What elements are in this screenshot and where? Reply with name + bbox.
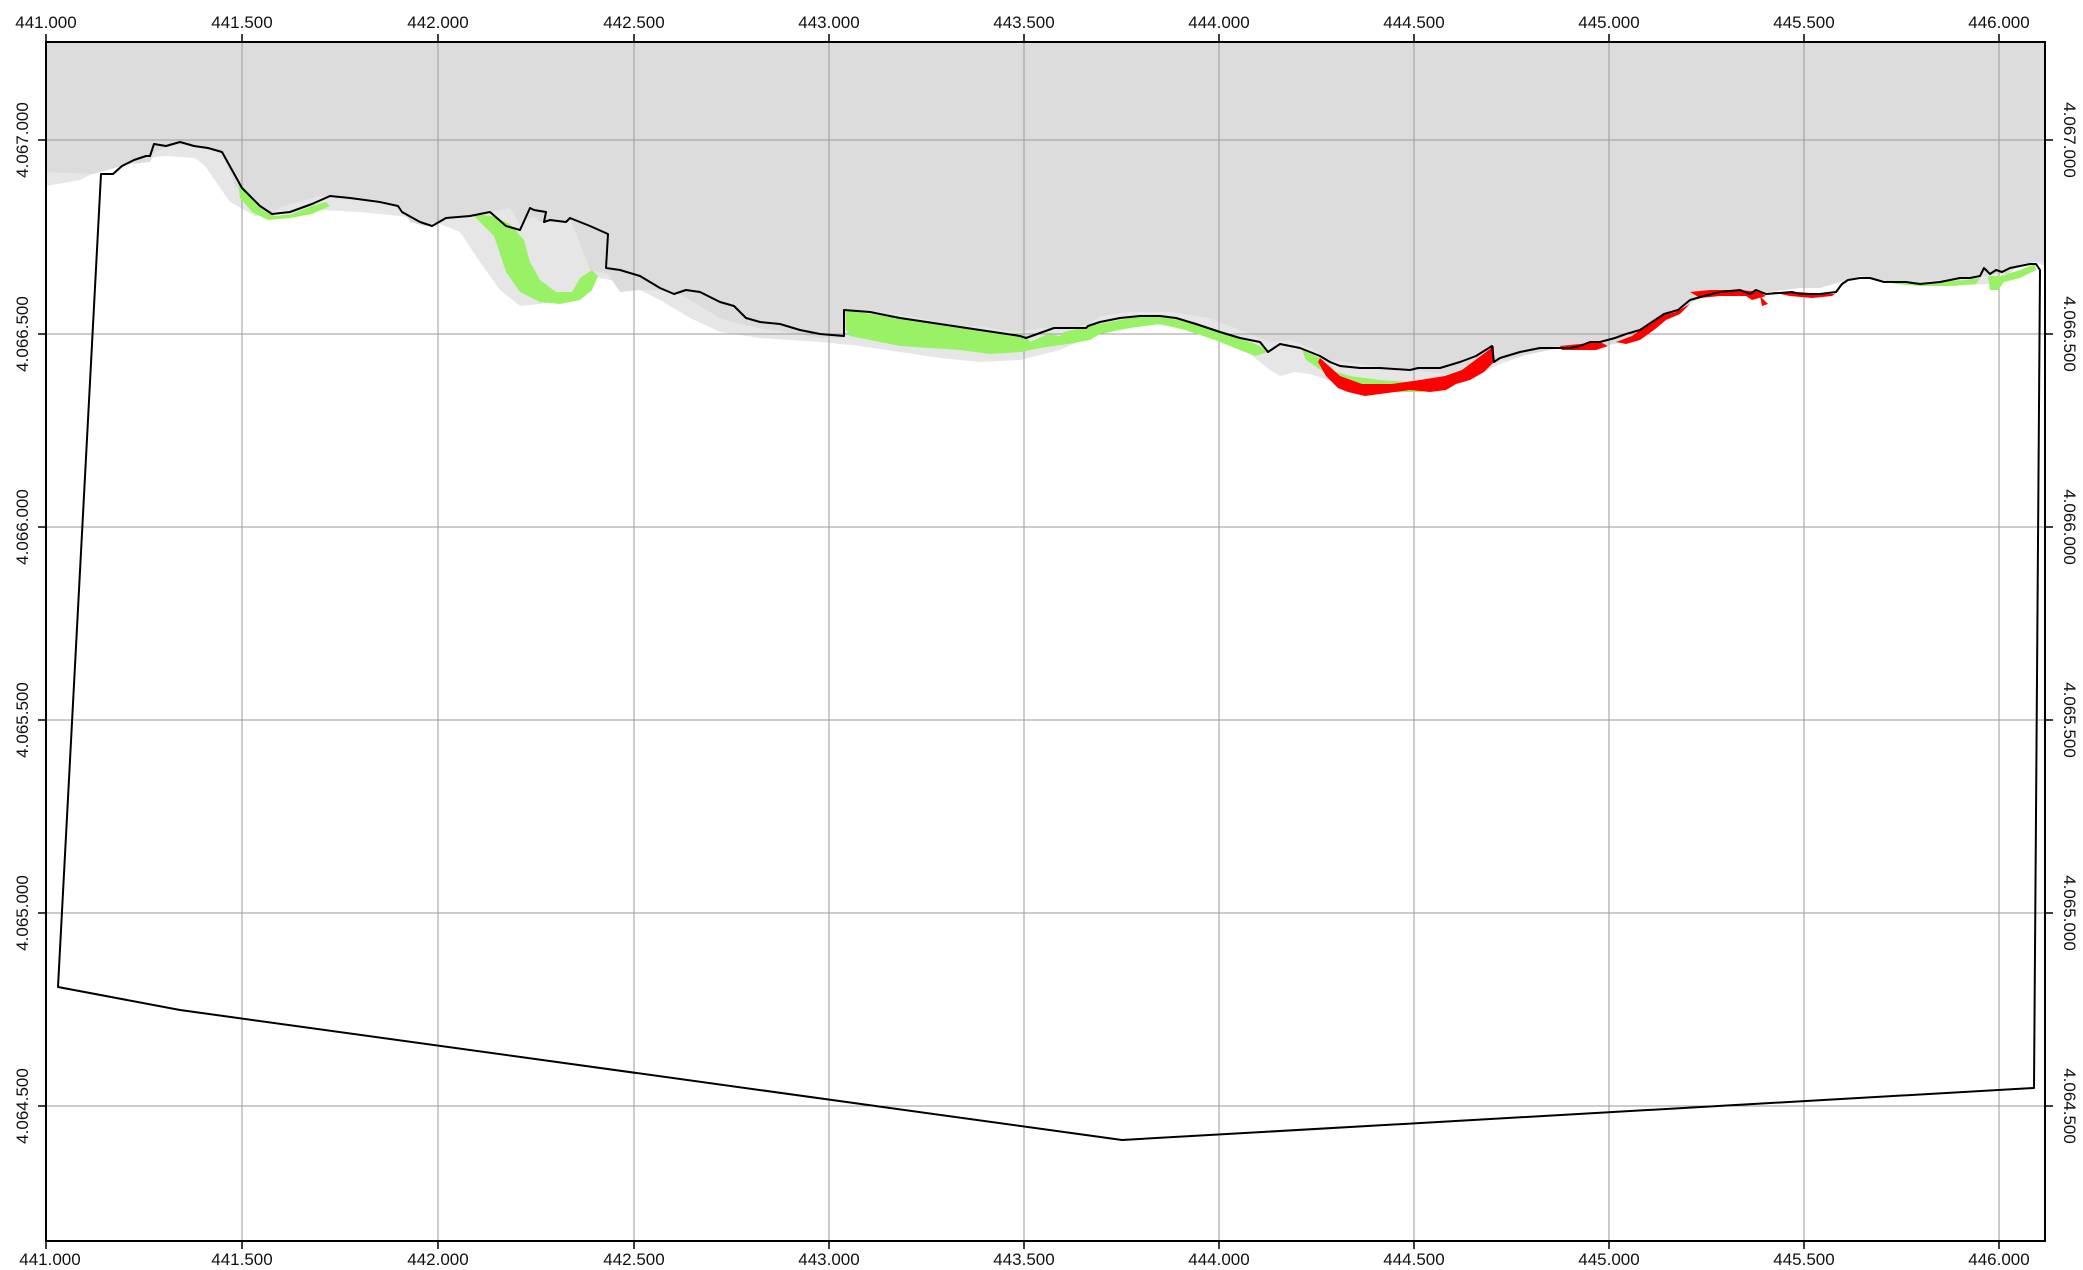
x-tick-label-bottom: 444.000: [1188, 1250, 1249, 1269]
x-axis-bottom-labels: 441.000 441.500 442.000 442.500 443.000 …: [19, 1250, 2029, 1269]
map-body: [46, 42, 2045, 392]
accretion-patch: [238, 182, 330, 220]
y-tick-label-right: 4.066.500: [2060, 296, 2079, 372]
x-tick-label-top: 443.000: [798, 13, 859, 32]
x-tick-label-bottom: 442.500: [603, 1250, 664, 1269]
y-tick-label-right: 4.064.500: [2060, 1068, 2079, 1144]
y-tick-label-right: 4.066.000: [2060, 489, 2079, 565]
erosion-patch: [1616, 304, 1690, 344]
map-tick-marks: [38, 34, 2053, 1249]
x-tick-label-top: 446.000: [1968, 13, 2029, 32]
x-tick-label-top: 445.000: [1578, 13, 1639, 32]
x-tick-label-bottom: 443.000: [798, 1250, 859, 1269]
x-axis-top-labels: 441.000 441.500 442.000 442.500 443.000 …: [15, 13, 2029, 32]
x-tick-label-bottom: 441.500: [211, 1250, 272, 1269]
y-tick-label-left: 4.067.000: [13, 102, 32, 178]
x-tick-label-bottom: 444.500: [1383, 1250, 1444, 1269]
x-tick-label-top: 441.500: [211, 13, 272, 32]
x-tick-label-top: 444.500: [1383, 13, 1444, 32]
accretion-patch: [472, 214, 598, 304]
x-tick-label-bottom: 443.500: [993, 1250, 1054, 1269]
y-tick-label-left: 4.066.000: [13, 489, 32, 565]
x-tick-label-bottom: 445.500: [1773, 1250, 1834, 1269]
y-tick-label-left: 4.064.500: [13, 1068, 32, 1144]
erosion-patch: [1760, 296, 1768, 306]
x-tick-label-top: 442.000: [407, 13, 468, 32]
x-tick-label-top: 444.000: [1188, 13, 1249, 32]
x-tick-label-bottom: 442.000: [407, 1250, 468, 1269]
map-frame: [45, 41, 2046, 1242]
y-tick-label-left: 4.066.500: [13, 296, 32, 372]
erosion-patch: [1318, 346, 1494, 396]
x-tick-label-top: 445.500: [1773, 13, 1834, 32]
y-tick-label-left: 4.065.000: [13, 875, 32, 951]
y-tick-label-right: 4.065.000: [2060, 875, 2079, 951]
accretion-patch: [1988, 264, 2036, 290]
sea-area: [46, 42, 2045, 376]
x-tick-label-top: 442.500: [603, 13, 664, 32]
x-tick-label-bottom: 441.000: [19, 1250, 80, 1269]
x-tick-label-bottom: 446.000: [1968, 1250, 2029, 1269]
map-gridlines: [46, 42, 2045, 1241]
y-axis-left-labels: 4.067.000 4.066.500 4.066.000 4.065.500 …: [13, 102, 32, 1144]
x-tick-label-top: 443.500: [993, 13, 1054, 32]
y-tick-label-left: 4.065.500: [13, 682, 32, 758]
x-tick-label-bottom: 445.000: [1578, 1250, 1639, 1269]
accretion-patch: [846, 310, 1268, 356]
y-axis-right-labels: 4.067.000 4.066.500 4.066.000 4.065.500 …: [2060, 102, 2079, 1144]
x-tick-label-top: 441.000: [15, 13, 76, 32]
study-area-boundary: [57, 141, 2041, 1141]
y-tick-label-right: 4.065.500: [2060, 682, 2079, 758]
y-tick-label-right: 4.067.000: [2060, 102, 2079, 178]
